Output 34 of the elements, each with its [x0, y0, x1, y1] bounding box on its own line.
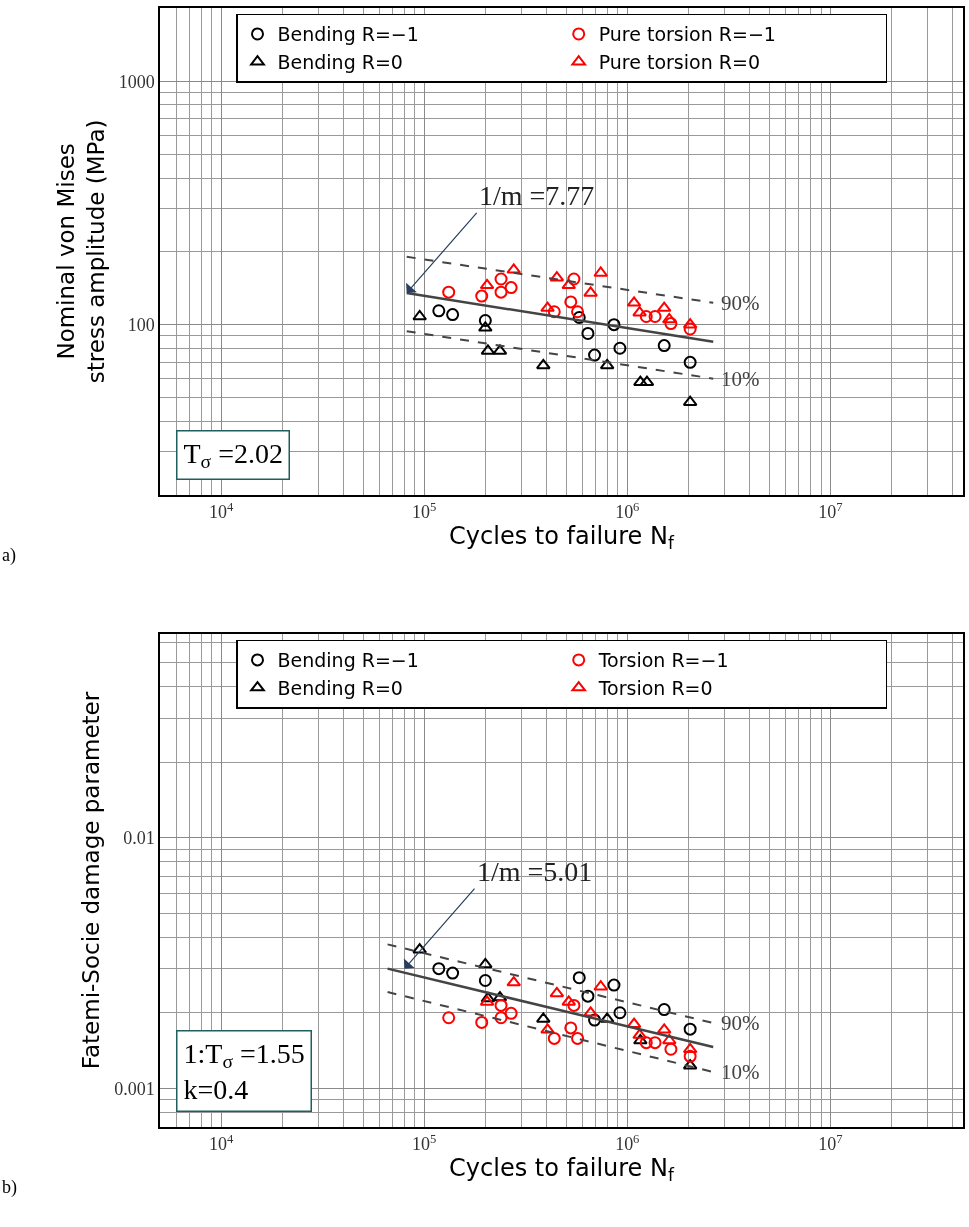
text: b): [2, 1177, 17, 1198]
x-tick-label: 10$^{5}$: [412, 1131, 437, 1155]
annotation: 90%: [721, 1011, 760, 1035]
y-axis-title: Nominal von Mises stress amplitude (MPa): [52, 119, 109, 384]
x-tick-label: 10$^{6}$: [615, 1131, 640, 1155]
legend-label: Pure torsion R=−1: [598, 23, 776, 46]
x-tick-label: 10$^{7}$: [818, 1131, 843, 1155]
annotation: 90%: [721, 291, 760, 315]
text: a): [2, 545, 16, 566]
legend-label: Torsion R=−1: [597, 649, 729, 672]
annotation: 10%: [721, 367, 760, 391]
x-tick-label: 10$^{6}$: [615, 499, 640, 523]
x-tick-label: 10$^{4}$: [208, 1131, 234, 1155]
x-tick-label: 10$^{4}$: [208, 499, 234, 523]
x-axis-title: Cycles to failure N$_{f}$: [449, 1154, 675, 1186]
x-axis-title: Cycles to failure N$_{f}$: [449, 522, 675, 554]
y-tick-label: 1000: [118, 71, 155, 92]
x-tick-label: 10$^{5}$: [412, 499, 437, 523]
x-tick-label: 10$^{7}$: [818, 499, 843, 523]
y-axis-title: Fatemi-Socie damage parameter: [78, 691, 105, 1070]
legend-label: Bending R=−1: [277, 23, 419, 46]
y-tick-label: 0.001: [114, 1078, 155, 1099]
legend-label: Bending R=−1: [277, 649, 419, 672]
legend-label: Pure torsion R=0: [598, 51, 760, 74]
annotation: 1:T$_{σ}$ =1.55 k=0.4: [183, 1037, 305, 1105]
legend-label: Bending R=0: [277, 677, 403, 700]
y-tick-label: 100: [127, 314, 155, 335]
legend-label: Bending R=0: [277, 51, 403, 74]
annotation: 1/m =7.77: [479, 180, 595, 211]
legend-label: Torsion R=0: [597, 677, 713, 700]
annotation: 1/m =5.01: [477, 856, 593, 887]
annotation: T$_{σ}$ =2.02: [183, 437, 283, 473]
y-tick-label: 0.01: [123, 827, 155, 848]
annotation: 10%: [721, 1060, 760, 1084]
